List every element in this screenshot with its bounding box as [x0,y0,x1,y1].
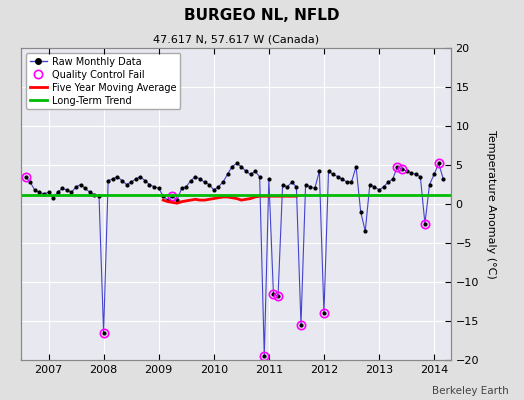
Legend: Raw Monthly Data, Quality Control Fail, Five Year Moving Average, Long-Term Tren: Raw Monthly Data, Quality Control Fail, … [26,53,180,109]
Text: Berkeley Earth: Berkeley Earth [432,386,508,396]
Y-axis label: Temperature Anomaly (°C): Temperature Anomaly (°C) [486,130,496,278]
Text: BURGEO NL, NFLD: BURGEO NL, NFLD [184,8,340,23]
Title: 47.617 N, 57.617 W (Canada): 47.617 N, 57.617 W (Canada) [152,34,319,44]
